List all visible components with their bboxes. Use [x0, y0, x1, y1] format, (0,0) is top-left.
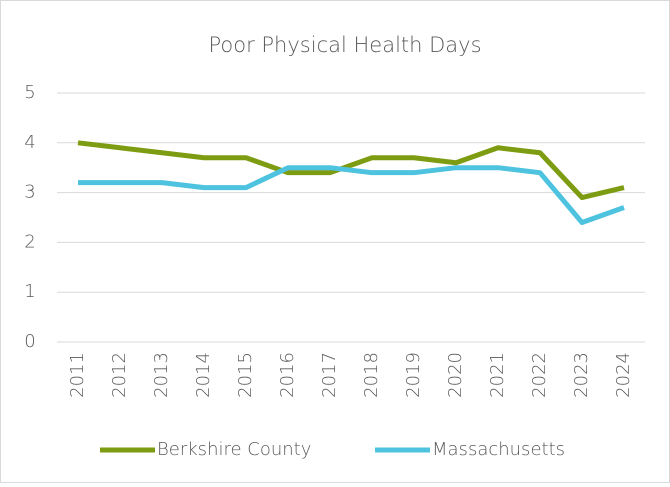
x-tick-label: 2020 — [445, 352, 466, 398]
series-line — [77, 140, 625, 201]
x-tick-label: 2022 — [529, 352, 550, 398]
x-tick-label: 2011 — [67, 352, 88, 398]
chart-title: Poor Physical Health Days — [208, 33, 481, 57]
y-tick-label: 1 — [24, 281, 35, 302]
x-tick-label: 2012 — [109, 352, 130, 398]
y-tick-label: 2 — [24, 231, 35, 252]
y-tick-label: 4 — [24, 132, 35, 153]
legend-label: Berkshire County — [157, 439, 311, 460]
legend-label: Massachusetts — [432, 439, 565, 460]
x-tick-label: 2013 — [151, 352, 172, 398]
x-tick-label: 2018 — [361, 352, 382, 398]
y-tick-label: 5 — [24, 82, 35, 103]
x-tick-label: 2024 — [613, 352, 634, 398]
x-tick-label: 2021 — [487, 352, 508, 398]
x-tick-label: 2014 — [193, 352, 214, 398]
series-line — [78, 165, 625, 225]
y-tick-label: 0 — [24, 331, 35, 352]
x-tick-label: 2019 — [403, 352, 424, 398]
x-tick-label: 2017 — [319, 352, 340, 398]
y-tick-label: 3 — [24, 182, 35, 203]
x-tick-label: 2023 — [571, 352, 592, 398]
x-tick-label: 2016 — [277, 352, 298, 398]
x-tick-label: 2015 — [235, 352, 256, 398]
